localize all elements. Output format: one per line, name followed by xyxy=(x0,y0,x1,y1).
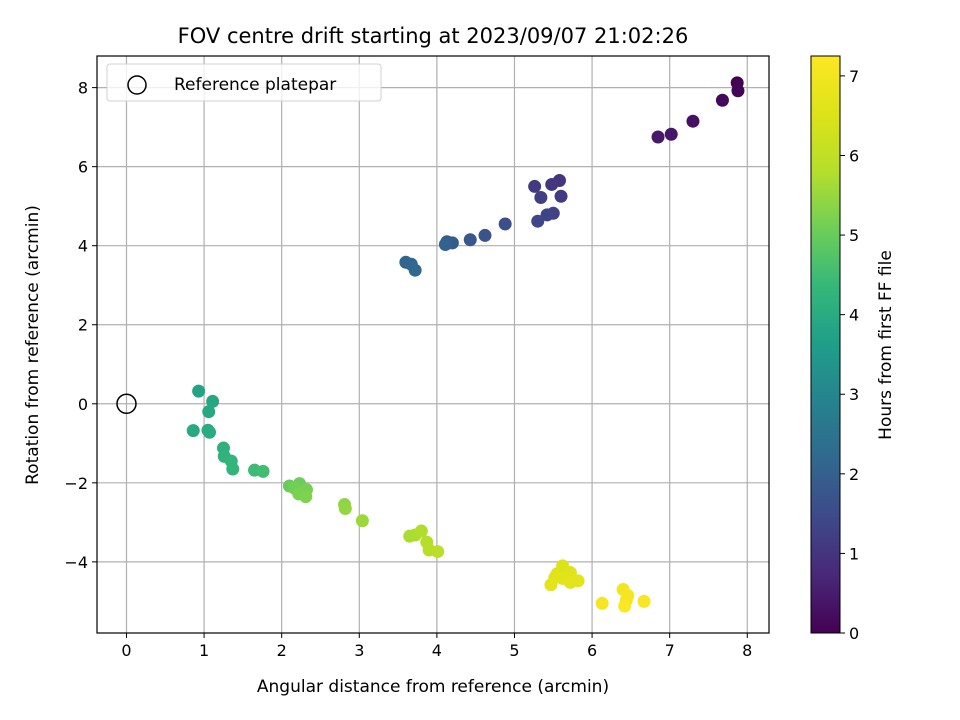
data-point xyxy=(438,238,452,252)
colorbar-tick-label: 2 xyxy=(849,465,859,484)
colorbar-label: Hours from first FF file xyxy=(876,250,896,440)
x-tick-label: 4 xyxy=(432,641,442,660)
data-point xyxy=(299,490,313,504)
y-tick-label: 8 xyxy=(78,79,88,98)
y-tick-label: −4 xyxy=(64,553,88,572)
data-point xyxy=(203,425,217,439)
y-axis-label: Rotation from reference (arcmin) xyxy=(23,205,43,485)
data-point xyxy=(192,384,206,398)
data-point xyxy=(338,502,352,516)
data-point xyxy=(408,263,422,277)
colorbar-tick-label: 3 xyxy=(849,385,859,404)
x-tick-label: 0 xyxy=(121,641,131,660)
data-point xyxy=(478,228,492,242)
data-point xyxy=(731,84,745,98)
colorbar-tick-label: 5 xyxy=(849,226,859,245)
data-point xyxy=(202,405,216,419)
colorbar: 0 1 2 3 4 5 6 7 Hours from first FF file xyxy=(810,55,896,643)
data-point xyxy=(206,394,220,408)
y-tick-label: 0 xyxy=(78,395,88,414)
y-tick-label: 4 xyxy=(78,237,88,256)
x-axis-ticks: 0 1 2 3 4 5 6 7 8 xyxy=(121,633,752,660)
data-point xyxy=(498,217,512,231)
data-point xyxy=(545,177,559,191)
x-tick-label: 2 xyxy=(277,641,287,660)
x-tick-label: 1 xyxy=(199,641,209,660)
x-tick-label: 6 xyxy=(587,641,597,660)
reference-marker-layer xyxy=(116,393,137,415)
x-tick-label: 5 xyxy=(509,641,519,660)
data-point xyxy=(686,114,700,128)
data-point xyxy=(664,127,678,141)
x-axis-label: Angular distance from reference (arcmin) xyxy=(257,677,609,697)
data-point xyxy=(414,524,428,538)
legend-entry-reference-platepar: Reference platepar xyxy=(174,75,336,95)
data-point xyxy=(355,514,369,528)
colorbar-tick-label: 0 xyxy=(849,624,859,643)
data-point xyxy=(186,424,200,438)
colorbar-gradient xyxy=(810,55,841,634)
plot-frame xyxy=(96,55,770,634)
data-point xyxy=(563,575,577,589)
data-point xyxy=(463,233,477,247)
data-point xyxy=(226,462,240,476)
data-point xyxy=(256,464,270,478)
x-tick-label: 8 xyxy=(742,641,752,660)
colorbar-tick-label: 6 xyxy=(849,146,859,165)
grid-lines xyxy=(97,56,769,633)
y-tick-label: 2 xyxy=(78,316,88,335)
data-point xyxy=(651,130,665,144)
data-points xyxy=(186,76,745,613)
data-point xyxy=(554,189,568,203)
x-tick-label: 3 xyxy=(354,641,364,660)
data-point xyxy=(618,599,632,613)
data-point xyxy=(544,578,558,592)
data-point xyxy=(637,594,651,608)
data-point xyxy=(531,214,545,228)
y-tick-label: 6 xyxy=(78,158,88,177)
reference-platepar-marker xyxy=(116,393,137,415)
data-point xyxy=(431,545,445,559)
legend: Reference platepar xyxy=(106,63,382,102)
legend-box xyxy=(106,63,382,102)
colorbar-tick-label: 7 xyxy=(849,67,859,86)
colorbar-ticks: 0 1 2 3 4 5 6 7 xyxy=(840,67,859,643)
data-point xyxy=(715,93,729,107)
chart-title: FOV centre drift starting at 2023/09/07 … xyxy=(178,24,689,48)
data-point xyxy=(540,208,554,222)
data-point xyxy=(595,596,609,610)
y-tick-label: −2 xyxy=(64,474,88,493)
y-axis-ticks: −4 −2 0 2 4 6 8 xyxy=(64,79,97,572)
x-tick-label: 7 xyxy=(665,641,675,660)
legend-reference-marker xyxy=(127,75,147,95)
colorbar-tick-label: 1 xyxy=(849,544,859,563)
colorbar-tick-label: 4 xyxy=(849,306,859,325)
data-point xyxy=(534,190,548,204)
data-point xyxy=(528,179,542,193)
